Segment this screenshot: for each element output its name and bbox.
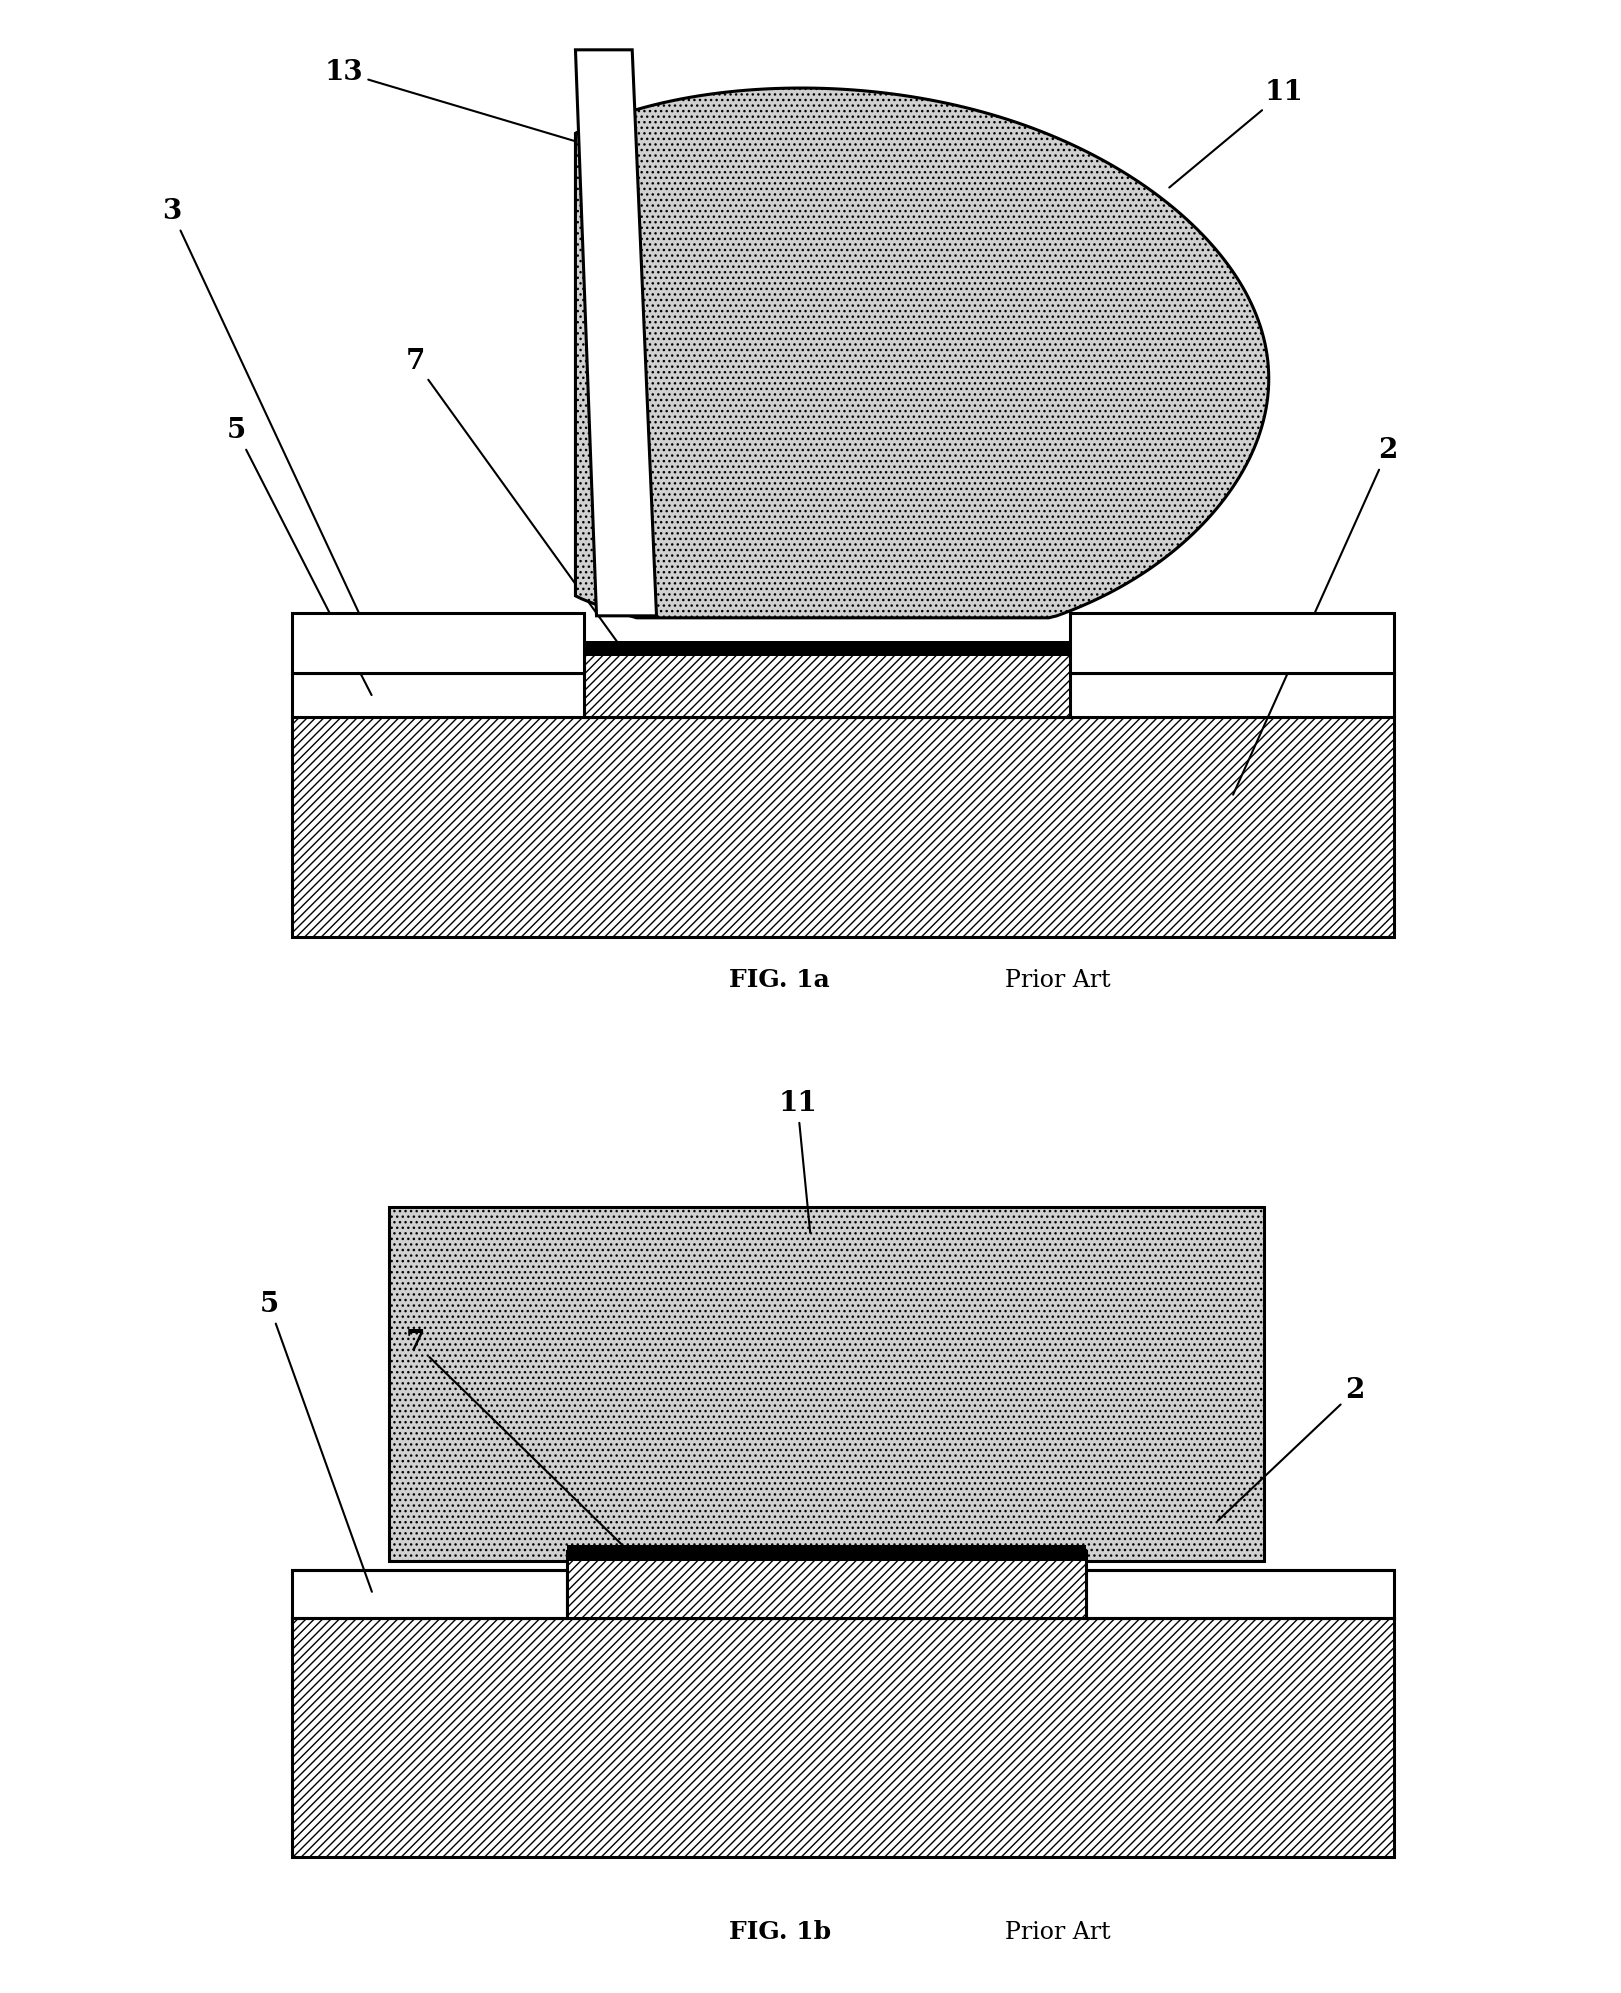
Polygon shape xyxy=(575,50,657,616)
Text: 5: 5 xyxy=(259,1291,371,1592)
Bar xyxy=(567,1545,1086,1561)
Text: 2: 2 xyxy=(1217,1377,1365,1521)
Bar xyxy=(584,642,1070,656)
Bar xyxy=(292,614,584,674)
Text: Prior Art: Prior Art xyxy=(1005,969,1110,993)
Text: 5: 5 xyxy=(227,417,371,696)
Text: Prior Art: Prior Art xyxy=(1005,1921,1110,1943)
Bar xyxy=(567,1551,1086,1618)
Text: 3: 3 xyxy=(162,197,371,640)
Bar xyxy=(292,1570,567,1618)
Text: 11: 11 xyxy=(1169,78,1303,187)
Text: 2: 2 xyxy=(1234,436,1397,795)
Bar xyxy=(292,1618,1394,1857)
Bar xyxy=(389,1208,1264,1561)
Text: 13: 13 xyxy=(324,58,600,149)
Bar xyxy=(1070,614,1394,674)
Bar xyxy=(292,674,1394,717)
Text: 7: 7 xyxy=(405,1329,647,1568)
Polygon shape xyxy=(575,88,1269,618)
Bar xyxy=(1086,1570,1394,1618)
Bar xyxy=(584,648,1070,717)
Text: FIG. 1a: FIG. 1a xyxy=(729,967,830,993)
Text: FIG. 1b: FIG. 1b xyxy=(729,1919,832,1943)
Text: 11: 11 xyxy=(778,1090,817,1234)
Text: 7: 7 xyxy=(405,347,631,660)
Bar xyxy=(292,717,1394,937)
